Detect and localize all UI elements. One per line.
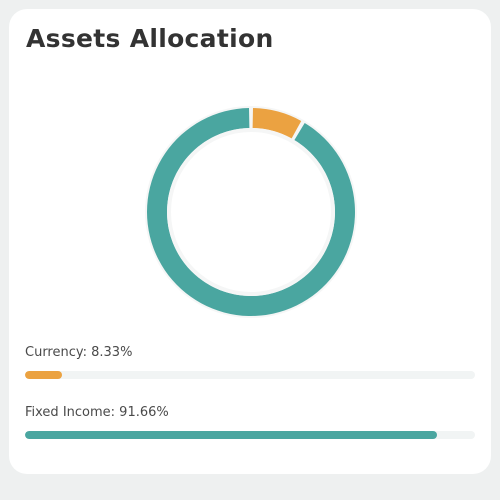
allocation-label-fixed-income: Fixed Income: 91.66%: [25, 405, 169, 420]
donut-slices: [147, 108, 355, 316]
card-title: Assets Allocation: [26, 24, 274, 53]
assets-allocation-card: Assets Allocation Currency: 8.33% Fixed …: [9, 9, 491, 474]
allocation-row-fixed-income: Fixed Income: 91.66%: [25, 404, 475, 439]
allocation-label-currency: Currency: 8.33%: [25, 345, 133, 360]
progress-track-currency: [25, 371, 475, 379]
progress-track-fixed-income: [25, 431, 475, 439]
donut-hole: [167, 128, 335, 296]
donut-svg: [145, 106, 357, 318]
allocation-row-currency: Currency: 8.33%: [25, 344, 475, 379]
donut-slice-currency: [252, 108, 302, 139]
progress-fill-currency: [25, 371, 63, 379]
progress-fill-fixed-income: [25, 431, 438, 439]
allocation-donut-chart: [141, 102, 361, 322]
donut-inner-halo: [167, 128, 335, 296]
